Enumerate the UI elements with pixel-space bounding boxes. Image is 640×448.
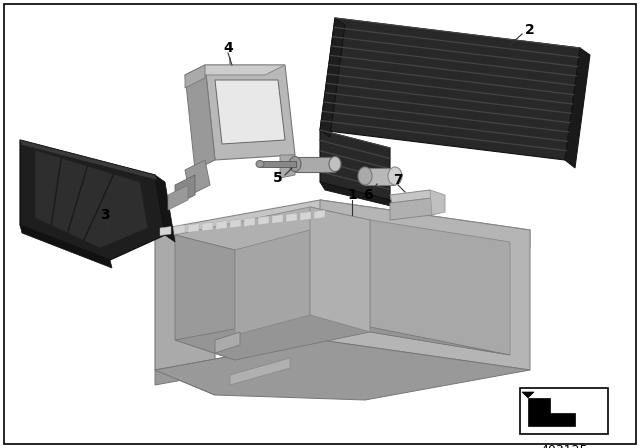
Polygon shape: [185, 65, 205, 88]
Polygon shape: [175, 315, 510, 360]
Text: 1: 1: [347, 188, 357, 202]
Text: 5: 5: [273, 171, 283, 185]
Polygon shape: [160, 227, 171, 236]
Polygon shape: [260, 161, 296, 167]
Polygon shape: [258, 216, 269, 225]
Polygon shape: [230, 358, 290, 385]
Polygon shape: [20, 140, 165, 260]
Polygon shape: [174, 225, 185, 234]
Polygon shape: [430, 190, 445, 215]
Polygon shape: [175, 235, 235, 360]
Polygon shape: [216, 220, 227, 229]
Bar: [520, 388, 608, 434]
Polygon shape: [365, 168, 395, 185]
Polygon shape: [155, 230, 215, 395]
Polygon shape: [175, 175, 195, 205]
Polygon shape: [320, 182, 395, 207]
Polygon shape: [320, 200, 530, 370]
Polygon shape: [35, 150, 148, 248]
Polygon shape: [320, 200, 530, 248]
Ellipse shape: [256, 160, 264, 168]
Polygon shape: [20, 140, 157, 180]
Polygon shape: [390, 190, 432, 203]
Ellipse shape: [329, 156, 341, 172]
Polygon shape: [202, 222, 213, 231]
Polygon shape: [390, 198, 432, 220]
Polygon shape: [565, 48, 590, 168]
Polygon shape: [205, 65, 295, 160]
Polygon shape: [370, 220, 510, 355]
Polygon shape: [528, 398, 575, 426]
Polygon shape: [155, 200, 380, 248]
Polygon shape: [320, 130, 390, 200]
Ellipse shape: [358, 167, 372, 185]
Ellipse shape: [289, 156, 301, 172]
Polygon shape: [286, 213, 297, 222]
Polygon shape: [300, 211, 311, 220]
Text: 403125: 403125: [540, 444, 588, 448]
Polygon shape: [295, 157, 335, 172]
Polygon shape: [235, 230, 310, 335]
Text: 3: 3: [100, 208, 110, 222]
Polygon shape: [314, 210, 325, 219]
Polygon shape: [244, 217, 255, 227]
Polygon shape: [522, 392, 534, 398]
Polygon shape: [185, 65, 215, 170]
Polygon shape: [188, 224, 199, 233]
Polygon shape: [215, 80, 285, 144]
Ellipse shape: [388, 167, 402, 185]
Polygon shape: [168, 185, 188, 210]
Polygon shape: [320, 18, 345, 137]
Text: 6: 6: [363, 188, 373, 202]
Polygon shape: [185, 160, 210, 195]
Text: 4: 4: [223, 41, 233, 55]
Polygon shape: [272, 215, 283, 224]
Polygon shape: [280, 155, 295, 178]
Polygon shape: [230, 219, 241, 228]
Polygon shape: [185, 65, 285, 75]
Text: 2: 2: [525, 23, 535, 37]
Polygon shape: [175, 207, 370, 250]
Polygon shape: [155, 340, 530, 400]
Polygon shape: [20, 225, 112, 268]
Text: 7: 7: [393, 173, 403, 187]
Polygon shape: [155, 340, 320, 385]
Polygon shape: [320, 18, 580, 160]
Polygon shape: [215, 332, 240, 353]
Polygon shape: [310, 207, 370, 332]
Polygon shape: [155, 175, 175, 242]
